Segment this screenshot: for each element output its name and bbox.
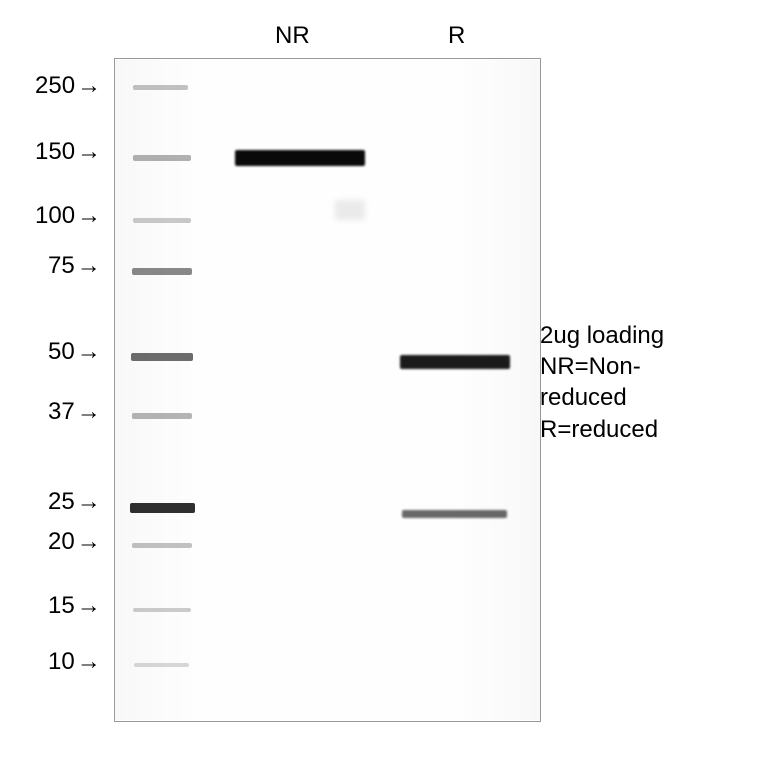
mw-value: 150 bbox=[35, 138, 75, 166]
mw-value: 10 bbox=[48, 648, 75, 676]
mw-value: 75 bbox=[48, 252, 75, 280]
arrow-icon: → bbox=[77, 338, 101, 366]
ladder-band-3 bbox=[132, 268, 192, 275]
arrow-icon: → bbox=[77, 592, 101, 620]
ladder-band-6 bbox=[130, 503, 195, 513]
ladder-band-5 bbox=[132, 413, 192, 419]
ladder-band-8 bbox=[133, 608, 191, 612]
arrow-icon: → bbox=[77, 202, 101, 230]
r-band-0 bbox=[400, 355, 510, 369]
arrow-icon: → bbox=[77, 72, 101, 100]
ladder-band-0 bbox=[133, 85, 188, 90]
ladder-band-1 bbox=[133, 155, 191, 161]
mw-value: 100 bbox=[35, 202, 75, 230]
mw-label-37: 37→ bbox=[48, 398, 101, 426]
arrow-icon: → bbox=[77, 138, 101, 166]
mw-value: 20 bbox=[48, 528, 75, 556]
ladder-band-9 bbox=[134, 663, 189, 667]
annotation-line: R=reduced bbox=[540, 414, 664, 445]
mw-label-10: 10→ bbox=[48, 648, 101, 676]
annotation-line: reduced bbox=[540, 382, 664, 413]
lane-label-r: R bbox=[448, 22, 465, 50]
mw-value: 250 bbox=[35, 72, 75, 100]
mw-label-100: 100→ bbox=[35, 202, 101, 230]
mw-label-250: 250→ bbox=[35, 72, 101, 100]
arrow-icon: → bbox=[77, 648, 101, 676]
mw-value: 50 bbox=[48, 338, 75, 366]
mw-label-25: 25→ bbox=[48, 488, 101, 516]
nr-band-0 bbox=[235, 150, 365, 166]
arrow-icon: → bbox=[77, 252, 101, 280]
mw-label-150: 150→ bbox=[35, 138, 101, 166]
nr-band-1 bbox=[335, 200, 365, 220]
ladder-band-7 bbox=[132, 543, 192, 548]
annotation-line: NR=Non- bbox=[540, 351, 664, 382]
annotation-text: 2ug loading NR=Non- reduced R=reduced bbox=[540, 320, 664, 445]
arrow-icon: → bbox=[77, 488, 101, 516]
mw-label-15: 15→ bbox=[48, 592, 101, 620]
mw-label-75: 75→ bbox=[48, 252, 101, 280]
ladder-band-2 bbox=[133, 218, 191, 223]
mw-label-50: 50→ bbox=[48, 338, 101, 366]
mw-value: 37 bbox=[48, 398, 75, 426]
arrow-icon: → bbox=[77, 398, 101, 426]
annotation-line: 2ug loading bbox=[540, 320, 664, 351]
ladder-band-4 bbox=[131, 353, 193, 361]
mw-value: 15 bbox=[48, 592, 75, 620]
mw-value: 25 bbox=[48, 488, 75, 516]
lane-label-nr: NR bbox=[275, 22, 310, 50]
mw-label-20: 20→ bbox=[48, 528, 101, 556]
arrow-icon: → bbox=[77, 528, 101, 556]
r-band-1 bbox=[402, 510, 507, 518]
